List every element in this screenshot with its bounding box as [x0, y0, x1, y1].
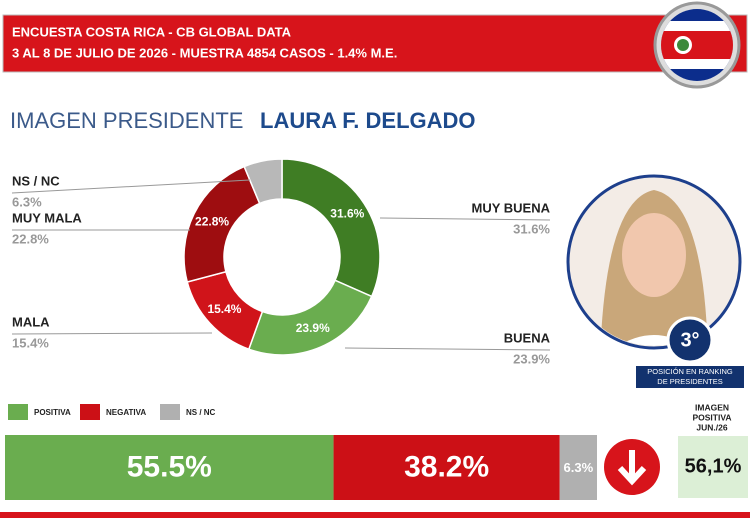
category-value: 15.4% [12, 335, 49, 350]
flag [653, 1, 741, 89]
legend-label: POSITIVA [34, 408, 71, 417]
category-label: MUY MALA [12, 210, 82, 225]
heading-label: IMAGEN PRESIDENTE [10, 108, 243, 133]
slice-label: 15.4% [207, 302, 241, 316]
header-title: ENCUESTA COSTA RICA - CB GLOBAL DATA [12, 24, 292, 39]
arrow-icon [617, 450, 647, 486]
heading-name: LAURA F. DELGADO [260, 108, 476, 133]
previous-caption: JUN./26 [696, 422, 727, 432]
legend-label: NEGATIVA [106, 408, 146, 417]
rank-caption: DE PRESIDENTES [657, 377, 722, 386]
category-value: 23.9% [513, 351, 550, 366]
legend-swatch [8, 404, 28, 420]
rank-caption-bg [636, 366, 744, 388]
category-label: NS / NC [12, 173, 60, 188]
donut-slice [281, 158, 381, 298]
legend-swatch [160, 404, 180, 420]
legend-label: NS / NC [186, 408, 216, 417]
header-band [2, 14, 748, 73]
rank-badge [666, 316, 714, 364]
donut-slice [243, 158, 283, 205]
category-value: 31.6% [513, 221, 550, 236]
slice-label: 22.8% [195, 215, 229, 229]
bar-label: 6.3% [564, 460, 594, 475]
category-value: 6.3% [12, 194, 42, 209]
previous-box [678, 436, 748, 498]
previous-value: 56,1% [685, 455, 742, 477]
footer-band [0, 512, 750, 518]
leader-line [11, 332, 213, 335]
category-value: 22.8% [12, 231, 49, 246]
category-label: BUENA [504, 330, 551, 345]
bar-segment [559, 435, 597, 500]
portrait [566, 174, 742, 350]
previous-caption: POSITIVA [692, 412, 731, 422]
leader-line [11, 179, 251, 194]
header-subtitle: 3 AL 8 DE JULIO DE 2026 - MUESTRA 4854 C… [12, 45, 397, 60]
slice-label: 31.6% [330, 207, 364, 221]
bar-segment [5, 435, 334, 500]
bar-segment [333, 435, 560, 500]
previous-caption: IMAGEN [695, 402, 729, 412]
slice-label: 23.9% [296, 321, 330, 335]
bar-label: 38.2% [404, 450, 489, 483]
rank-caption: POSICIÓN EN RANKING [647, 367, 733, 376]
rank-position: 3° [680, 329, 699, 351]
leader-line [379, 217, 551, 221]
category-label: MUY BUENA [472, 200, 551, 215]
leader-line [344, 347, 551, 351]
legend-swatch [80, 404, 100, 420]
bar-label: 55.5% [127, 450, 212, 483]
category-label: MALA [12, 314, 50, 329]
